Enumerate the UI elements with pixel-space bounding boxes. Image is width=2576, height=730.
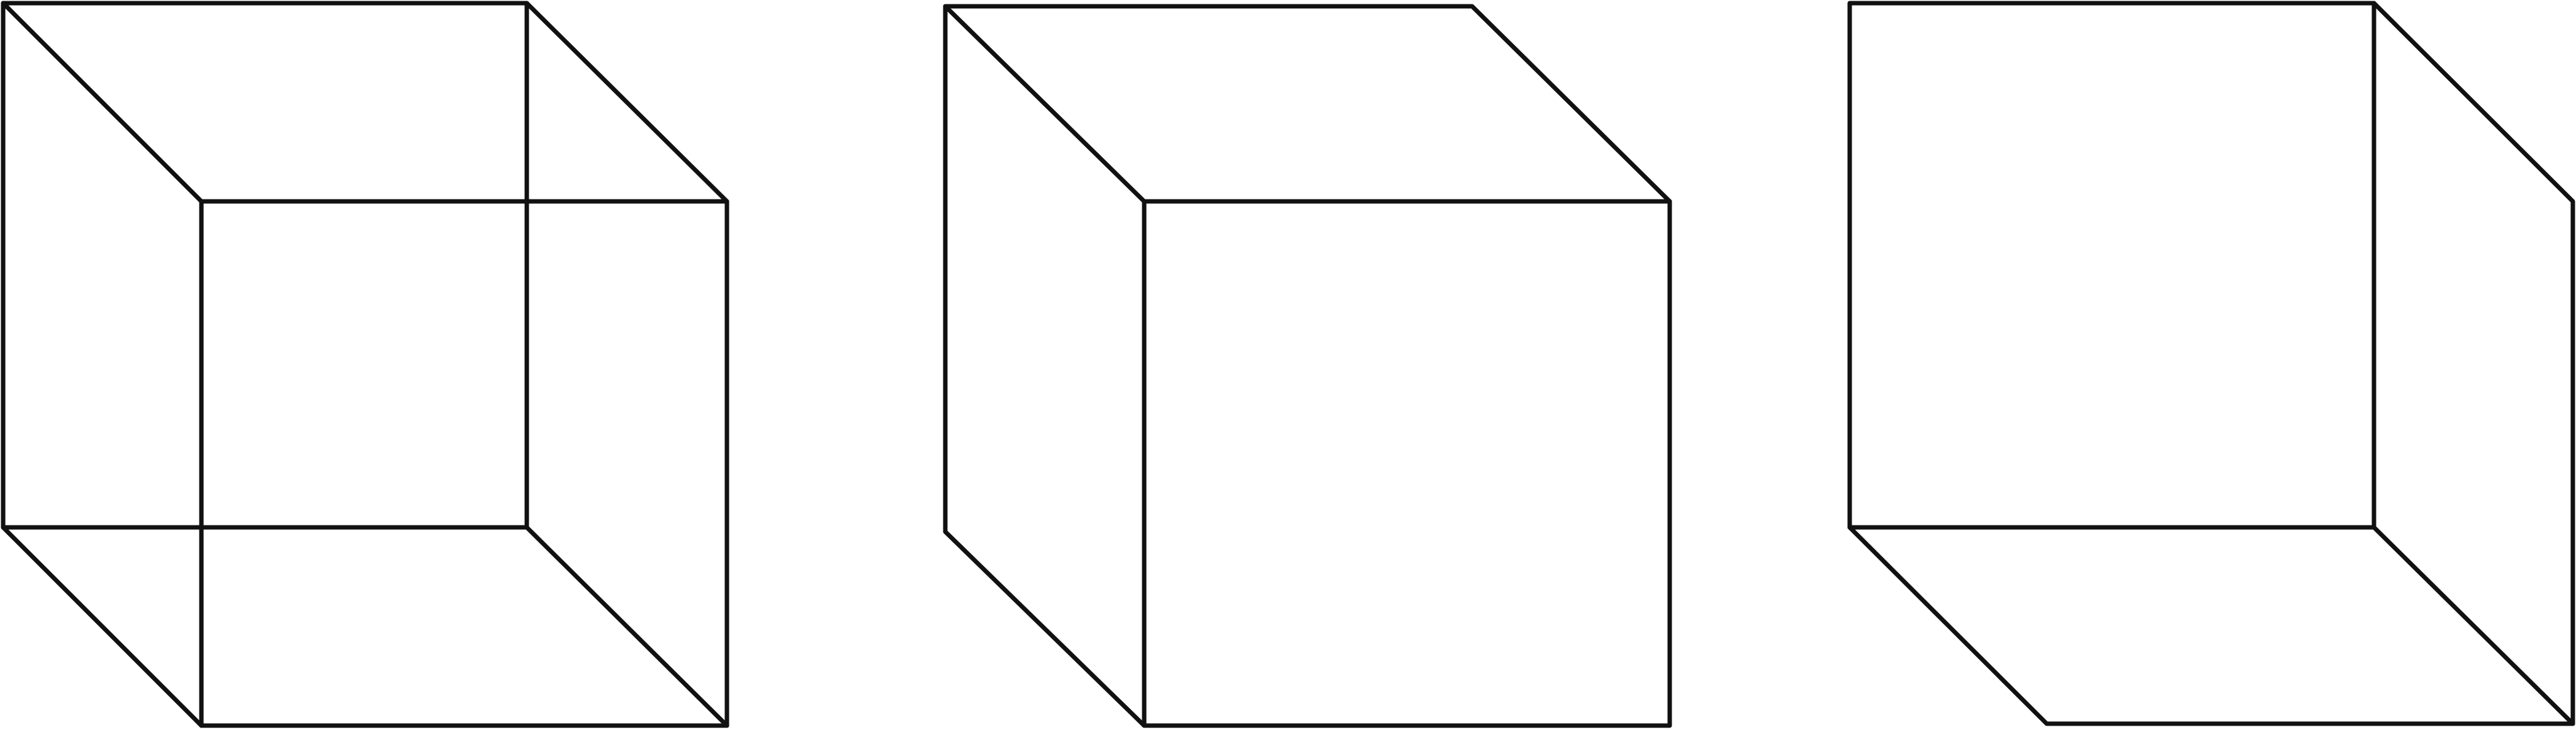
right-face [2371, 1, 2575, 726]
left-face [943, 4, 1147, 728]
top-face [943, 4, 1672, 204]
back-face [1, 1, 529, 530]
front-face [1847, 1, 2376, 530]
bottom-face [1847, 525, 2575, 726]
edge-bottom-left [1, 525, 204, 728]
solid-cube-top-left [943, 4, 1672, 728]
wireframe-cube [1, 1, 729, 728]
front-face [1142, 199, 1672, 728]
edge-top-right [524, 1, 729, 204]
solid-cube-bottom-right [1847, 1, 2575, 726]
edge-bottom-right [524, 525, 729, 728]
front-face [199, 199, 729, 728]
edge-top-left [1, 1, 204, 204]
